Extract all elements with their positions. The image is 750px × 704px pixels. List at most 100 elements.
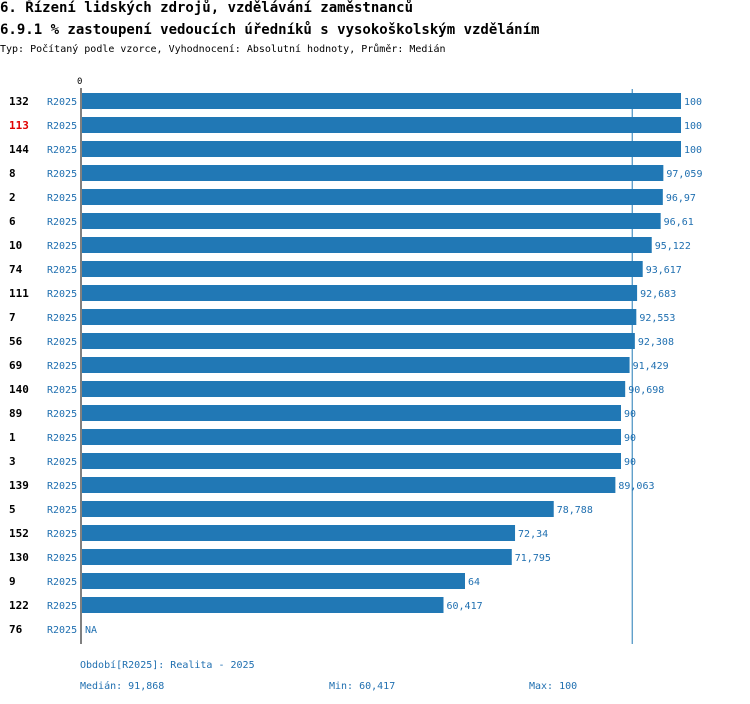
bar <box>82 213 661 229</box>
value-label: 92,308 <box>638 337 674 348</box>
category-label: 113 <box>9 119 29 132</box>
category-label: 6 <box>9 215 16 228</box>
value-label: 90 <box>624 457 636 468</box>
bar <box>82 237 652 253</box>
value-label: 89,063 <box>618 481 654 492</box>
category-label: 74 <box>9 263 23 276</box>
series-label: R2025 <box>47 433 77 444</box>
category-label: 7 <box>9 311 16 324</box>
category-label: 130 <box>9 551 29 564</box>
category-label: 139 <box>9 479 29 492</box>
series-label: R2025 <box>47 481 77 492</box>
bar <box>82 261 643 277</box>
series-label: R2025 <box>47 553 77 564</box>
bar <box>82 405 621 421</box>
series-label: R2025 <box>47 265 77 276</box>
category-label: 56 <box>9 335 23 348</box>
axis-zero-label: 0 <box>77 77 82 87</box>
value-label: 96,97 <box>666 193 696 204</box>
value-label: 78,788 <box>557 505 593 516</box>
value-label: 90 <box>624 433 636 444</box>
bar <box>82 381 626 397</box>
category-label: 8 <box>9 167 16 180</box>
footer-min: Min: 60,417 <box>329 681 396 692</box>
bar <box>82 141 681 157</box>
bar <box>82 117 681 133</box>
series-label: R2025 <box>47 313 77 324</box>
bar <box>82 189 663 205</box>
series-label: R2025 <box>47 601 77 612</box>
bar <box>82 525 516 541</box>
value-label: 100 <box>684 121 702 132</box>
category-label: 9 <box>9 575 16 588</box>
bar <box>82 309 637 325</box>
category-label: 10 <box>9 239 22 252</box>
value-label: 93,617 <box>646 265 682 276</box>
series-label: R2025 <box>47 145 77 156</box>
series-label: R2025 <box>47 385 77 396</box>
category-label: 69 <box>9 359 22 372</box>
value-label: 90,698 <box>628 385 664 396</box>
chart-type-line: Typ: Počítaný podle vzorce, Vyhodnocení:… <box>0 44 446 55</box>
category-label: 76 <box>9 623 23 636</box>
category-label: 111 <box>9 287 29 300</box>
value-label: NA <box>85 625 97 636</box>
category-label: 140 <box>9 383 29 396</box>
category-label: 144 <box>9 143 29 156</box>
series-label: R2025 <box>47 217 77 228</box>
bar <box>82 357 630 373</box>
category-label: 2 <box>9 191 16 204</box>
category-label: 3 <box>9 455 16 468</box>
value-label: 60,417 <box>447 601 483 612</box>
series-label: R2025 <box>47 241 77 252</box>
value-label: 90 <box>624 409 636 420</box>
series-label: R2025 <box>47 337 77 348</box>
value-label: 100 <box>684 145 702 156</box>
bar <box>82 333 635 349</box>
category-label: 132 <box>9 95 29 108</box>
chart-title: 6. Řízení lidských zdrojů, vzdělávání za… <box>0 0 414 16</box>
value-label: 92,683 <box>640 289 676 300</box>
value-label: 96,61 <box>664 217 694 228</box>
series-label: R2025 <box>47 409 77 420</box>
footer-max: Max: 100 <box>529 681 578 692</box>
bar <box>82 93 681 109</box>
value-label: 72,34 <box>518 529 548 540</box>
series-label: R2025 <box>47 457 77 468</box>
value-label: 97,059 <box>666 169 702 180</box>
series-label: R2025 <box>47 577 77 588</box>
category-label: 1 <box>9 431 16 444</box>
bar <box>82 165 664 181</box>
series-label: R2025 <box>47 625 77 636</box>
bar <box>82 453 621 469</box>
footer-median: Medián: 91,868 <box>80 681 165 692</box>
value-label: 71,795 <box>515 553 551 564</box>
category-label: 89 <box>9 407 22 420</box>
series-label: R2025 <box>47 289 77 300</box>
value-label: 95,122 <box>655 241 691 252</box>
bar <box>82 549 512 565</box>
bar <box>82 501 554 517</box>
value-label: 64 <box>468 577 480 588</box>
series-label: R2025 <box>47 169 77 180</box>
series-label: R2025 <box>47 361 77 372</box>
series-label: R2025 <box>47 121 77 132</box>
series-label: R2025 <box>47 193 77 204</box>
value-label: 91,429 <box>633 361 669 372</box>
bar <box>82 285 638 301</box>
bar <box>82 477 616 493</box>
bar <box>82 597 444 613</box>
category-label: 122 <box>9 599 29 612</box>
bar <box>82 573 465 589</box>
chart-subtitle: 6.9.1 % zastoupení vedoucích úředníků s … <box>0 22 540 38</box>
category-label: 152 <box>9 527 29 540</box>
value-label: 100 <box>684 97 702 108</box>
footer-period: Období[R2025]: Realita - 2025 <box>80 660 255 671</box>
value-label: 92,553 <box>639 313 675 324</box>
series-label: R2025 <box>47 529 77 540</box>
bar <box>82 429 621 445</box>
category-label: 5 <box>9 503 16 516</box>
series-label: R2025 <box>47 97 77 108</box>
series-label: R2025 <box>47 505 77 516</box>
